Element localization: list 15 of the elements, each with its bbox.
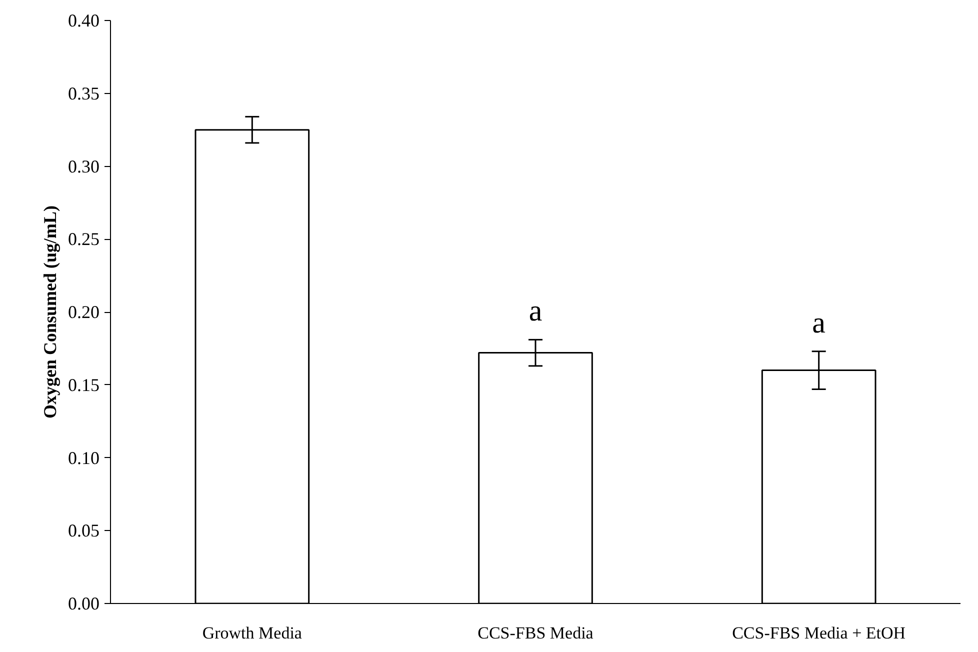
- y-tick-label: 0.15: [68, 374, 100, 395]
- y-tick-label: 0.05: [68, 520, 100, 541]
- y-tick-label: 0.40: [68, 10, 100, 30]
- annotation: a: [812, 306, 826, 340]
- x-tick-label: Growth Media: [202, 624, 302, 642]
- y-tick-label: 0.10: [68, 448, 100, 468]
- y-tick-label: 0.25: [68, 229, 100, 250]
- annotation: a: [528, 294, 542, 328]
- x-tick-label: CCS-FBS Media + EtOH: [732, 624, 906, 642]
- y-tick-label: 0.20: [68, 302, 100, 322]
- y-axis-title: Oxygen Consumed (ug/mL): [40, 205, 60, 419]
- y-tick-label: 0.30: [68, 156, 100, 176]
- y-tick-label: 0.00: [68, 594, 100, 614]
- x-tick-label: CCS-FBS Media: [478, 624, 594, 642]
- y-tick-label: 0.35: [68, 83, 100, 104]
